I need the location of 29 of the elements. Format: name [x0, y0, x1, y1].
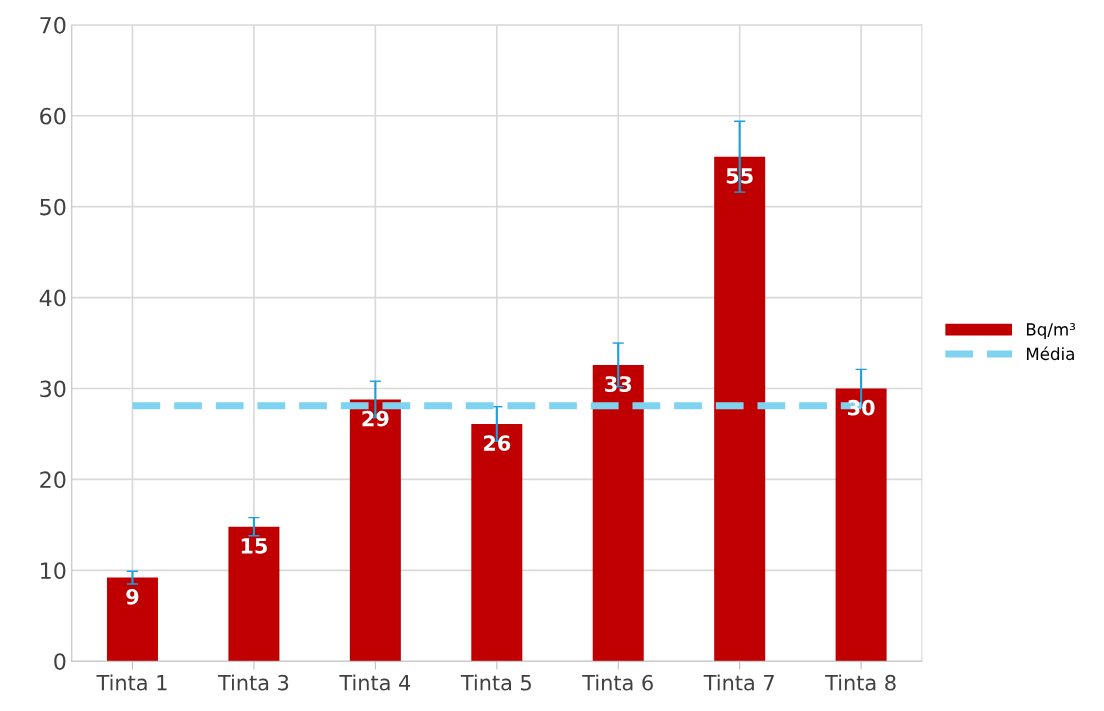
bar	[714, 156, 766, 662]
data-label: 29	[362, 410, 389, 427]
bar	[835, 388, 887, 662]
x-tick-label: Tinta 3	[217, 674, 289, 691]
y-tick-label: 70	[40, 16, 66, 34]
bar	[106, 577, 158, 662]
x-tick-label: Tinta 8	[825, 674, 896, 691]
x-tick-label: Tinta 1	[96, 674, 167, 691]
data-label: 9	[126, 588, 139, 605]
x-tick-label: Tinta 7	[703, 674, 774, 691]
x-tick-label: Tinta 4	[339, 674, 411, 691]
y-tick-label: 30	[40, 380, 66, 398]
data-label: 15	[241, 538, 267, 554]
bar	[592, 364, 644, 662]
y-tick-label: 40	[39, 289, 66, 307]
bar	[471, 423, 523, 662]
data-label: 33	[605, 376, 632, 392]
legend-label: Média	[1026, 346, 1074, 361]
legend-label: Bq/m³	[1026, 323, 1076, 339]
x-tick-label: Tinta 5	[460, 674, 531, 691]
bar	[228, 526, 280, 662]
y-tick-label: 50	[40, 198, 66, 216]
y-tick-label: 60	[40, 107, 66, 125]
data-label: 26	[483, 435, 511, 451]
x-tick-label: Tinta 6	[582, 674, 653, 691]
y-tick-label: 0	[54, 653, 66, 670]
bar	[349, 399, 401, 662]
y-tick-label: 10	[41, 562, 66, 580]
y-tick-label: 20	[40, 471, 66, 489]
